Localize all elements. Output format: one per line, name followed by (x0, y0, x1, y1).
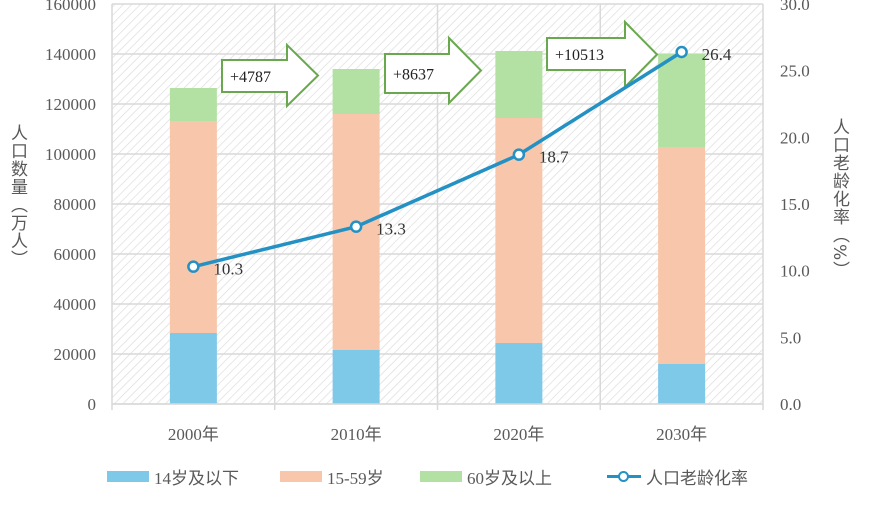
right-tick-label: 20.0 (780, 128, 810, 147)
bar-segment (332, 69, 380, 114)
right-tick-label: 25.0 (780, 62, 810, 81)
line-marker (187, 260, 200, 273)
legend-item-60-plus: 60岁及以上 (420, 463, 552, 489)
data-label: 18.7 (539, 148, 569, 167)
data-label: 10.3 (213, 260, 243, 279)
legend-label: 人口老龄化率 (646, 468, 748, 488)
x-tick-label: 2010年 (331, 425, 382, 444)
line-marker-icon (607, 470, 641, 482)
bar-segment (658, 147, 706, 364)
legend-item-15-59: 15-59岁 (280, 463, 384, 489)
right-axis-title: 人口老龄化率（%） (829, 118, 849, 280)
left-tick-label: 140000 (45, 45, 96, 64)
increment-label: +8637 (393, 67, 434, 84)
legend-swatch-green (420, 470, 462, 482)
left-tick-label: 120000 (45, 95, 96, 114)
aging-rate-polyline (192, 50, 683, 269)
left-tick-label: 40000 (54, 295, 97, 314)
increment-arrows: +4787 +8637 +10513 (221, 19, 659, 109)
legend-label: 14岁及以下 (154, 468, 239, 488)
left-tick-label: 80000 (54, 195, 97, 214)
bar-segment (495, 51, 543, 118)
bar-segment (332, 350, 380, 404)
left-axis-title: 人口数量（万人） (7, 124, 27, 268)
arrow-right-icon (221, 42, 320, 109)
legend-swatch-orange (280, 470, 322, 482)
left-tick-label: 100000 (45, 145, 96, 164)
bar-segment (169, 88, 217, 121)
left-tick-label: 160000 (45, 0, 96, 14)
legend-swatch-blue (107, 470, 149, 482)
right-axis-ticks: 0.0 5.0 10.0 15.0 20.0 25.0 30.0 (780, 0, 810, 414)
right-tick-label: 10.0 (780, 262, 810, 281)
legend-label: 15-59岁 (327, 468, 384, 488)
data-label: 26.4 (702, 45, 732, 64)
x-tick-label: 2030年 (656, 425, 707, 444)
increment-label: +4787 (230, 69, 271, 86)
bar-segment (169, 333, 217, 404)
legend-label: 60岁及以上 (467, 468, 552, 488)
left-axis-ticks: 0 20000 40000 60000 80000 100000 120000 140000 1… (45, 0, 96, 414)
right-tick-label: 15.0 (780, 195, 810, 214)
gridlines (111, 3, 764, 410)
bar-segment (658, 54, 706, 147)
legend-item-under-14: 14岁及以下 (107, 463, 239, 489)
x-tick-label: 2020年 (493, 425, 544, 444)
line-marker (675, 45, 688, 59)
arrow-right-icon (546, 19, 659, 90)
x-tick-label: 2000年 (168, 425, 219, 444)
left-tick-label: 60000 (54, 245, 97, 264)
line-marker (512, 148, 526, 161)
x-axis-ticks: 2000年 2010年 2020年 2030年 (112, 403, 763, 444)
right-tick-label: 5.0 (780, 328, 801, 347)
data-label: 13.3 (376, 220, 406, 239)
increment-label: +10513 (555, 47, 604, 64)
left-tick-label: 0 (88, 395, 97, 414)
legend: 14岁及以下 15-59岁 60岁及以上 人口老龄化率 (0, 463, 871, 489)
legend-item-aging-rate: 人口老龄化率 (607, 463, 748, 489)
right-tick-label: 30.0 (780, 0, 810, 14)
right-tick-label: 0.0 (780, 395, 801, 414)
bar-segment (658, 364, 706, 404)
bar-segment (169, 121, 217, 333)
aging-rate-line: 10.3 13.3 18.7 26.4 (187, 45, 732, 279)
arrow-right-icon (384, 35, 483, 106)
left-tick-label: 20000 (54, 345, 97, 364)
line-marker (349, 220, 363, 233)
bar-segment (495, 343, 543, 404)
